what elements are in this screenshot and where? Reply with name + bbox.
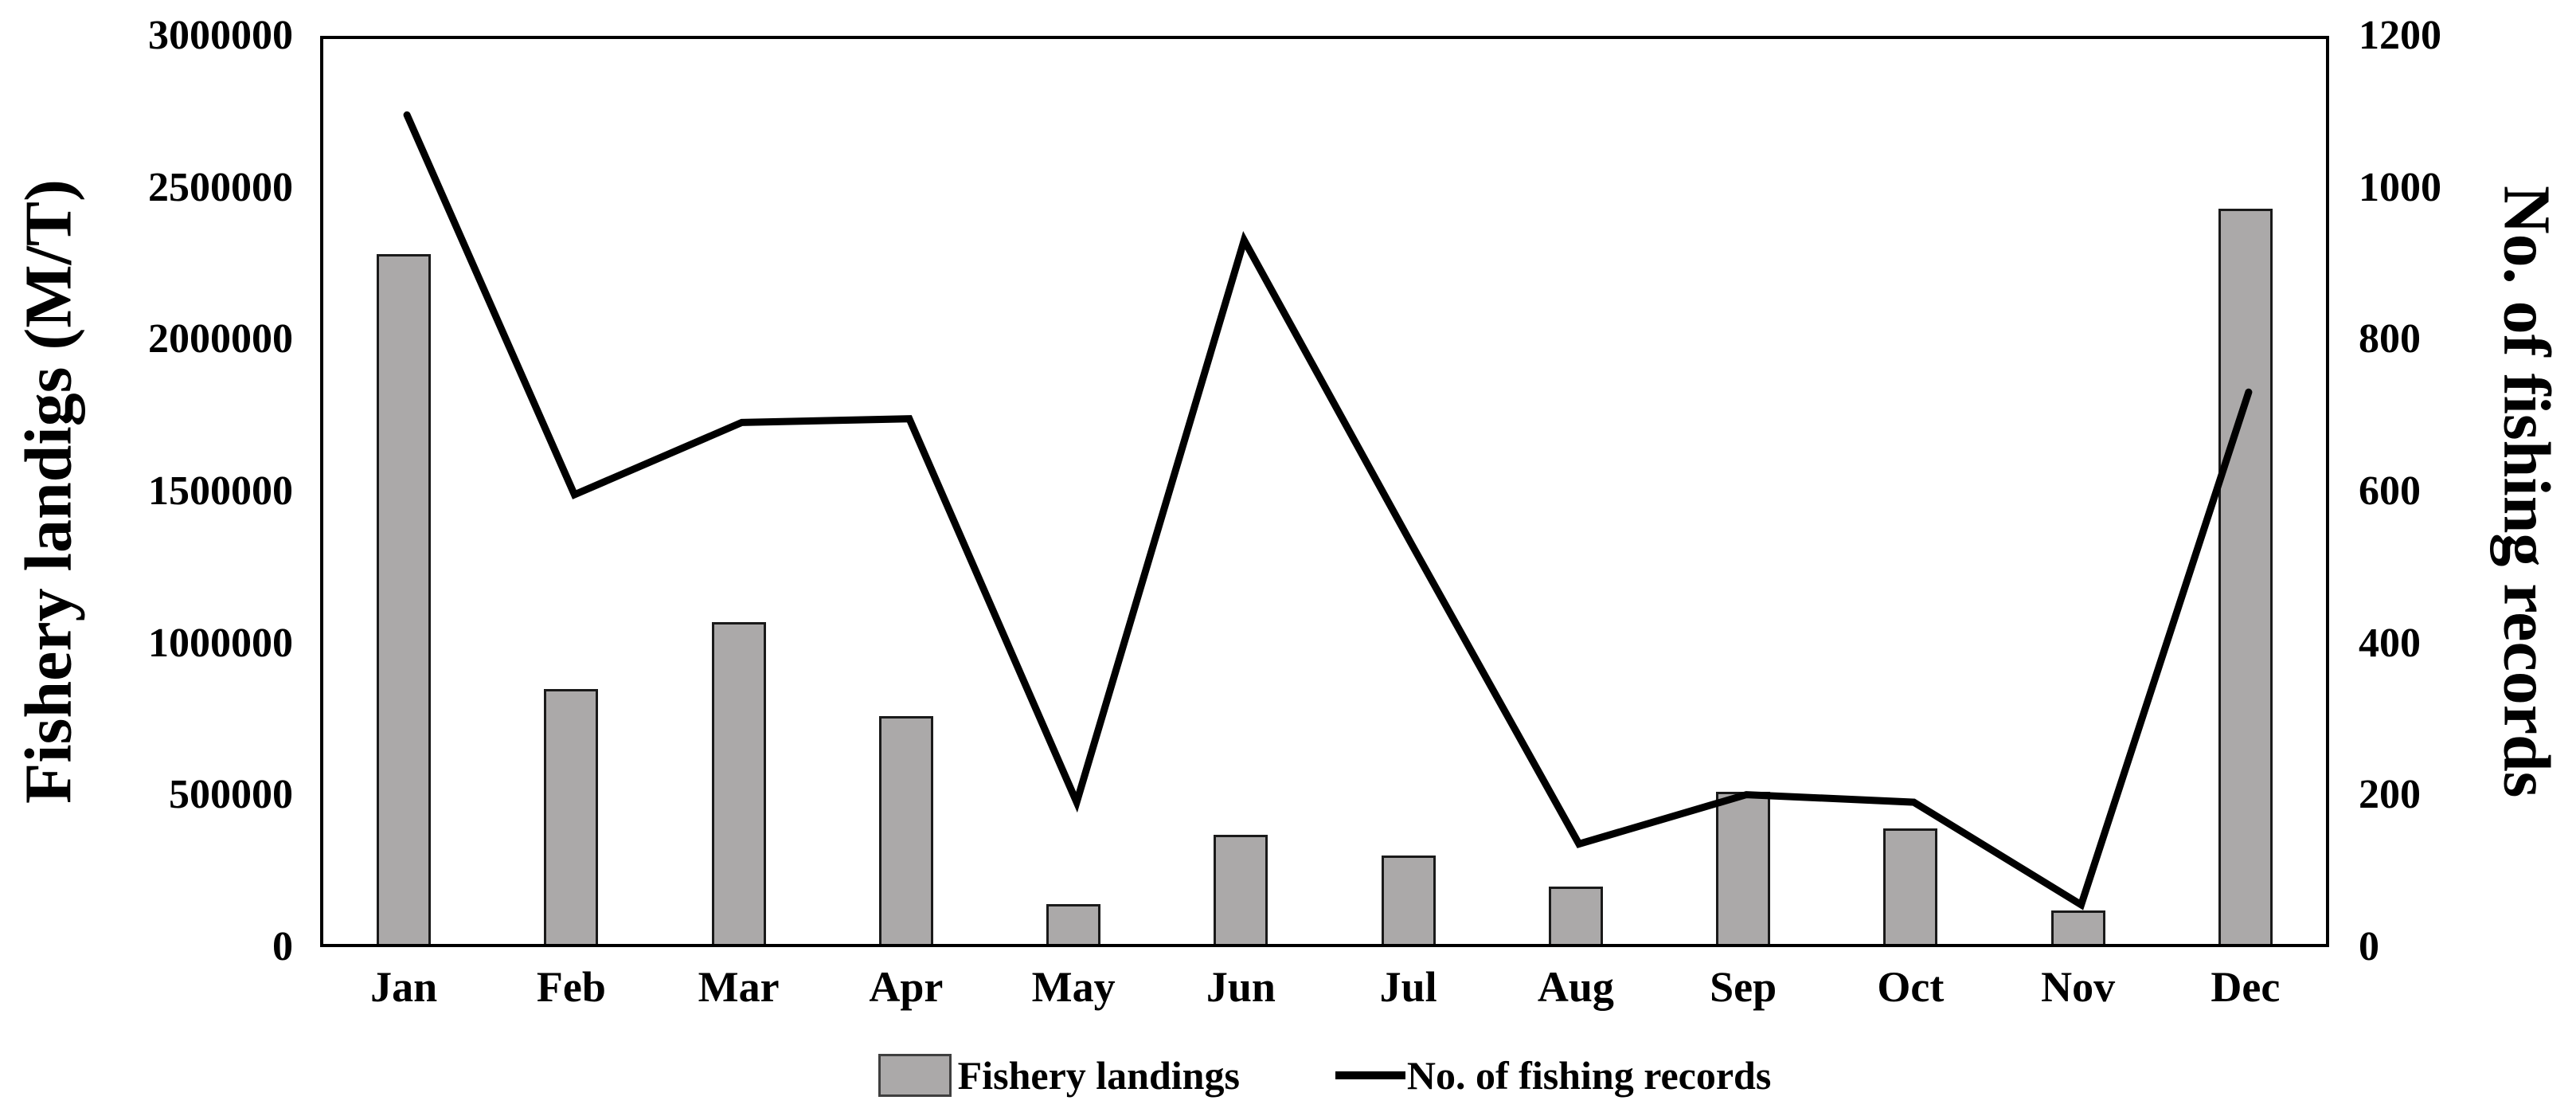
bar-oct — [1883, 828, 1938, 944]
y-left-tick: 3000000 — [148, 13, 293, 58]
y-right-tick: 1000 — [2359, 164, 2441, 210]
right-axis-title: No. of fishing records — [2489, 185, 2564, 798]
legend-label: No. of fishing records — [1406, 1053, 1772, 1098]
legend-item-fishery-landings: Fishery landings — [878, 1052, 1240, 1098]
bar-aug — [1548, 886, 1603, 944]
fishing-records-line — [403, 111, 2253, 910]
legend-label: Fishery landings — [957, 1053, 1240, 1098]
y-left-tick: 2000000 — [148, 316, 293, 362]
y-right-tick: 800 — [2359, 316, 2421, 362]
bar-may — [1046, 904, 1101, 944]
x-axis-label-dec: Dec — [2211, 963, 2281, 1011]
x-axis-label-apr: Apr — [869, 963, 944, 1011]
x-axis-label-jan: Jan — [370, 963, 438, 1011]
x-axis-label-may: May — [1031, 963, 1116, 1011]
x-axis-label-nov: Nov — [2041, 963, 2116, 1011]
x-axis-label-feb: Feb — [536, 963, 606, 1011]
bar-mar — [711, 621, 766, 944]
bar-jun — [1214, 834, 1268, 944]
bar-jul — [1381, 856, 1436, 944]
y-right-tick: 0 — [2359, 924, 2379, 969]
plot-area — [320, 36, 2329, 947]
y-right-tick: 600 — [2359, 468, 2421, 514]
bar-feb — [544, 688, 599, 944]
legend: Fishery landings No. of fishing records — [320, 1043, 2329, 1107]
y-left-tick: 2500000 — [148, 164, 293, 210]
y-right-tick: 1200 — [2359, 13, 2441, 58]
y-left-tick: 500000 — [169, 772, 293, 818]
bar-sep — [1716, 792, 1771, 944]
y-left-tick: 1500000 — [148, 468, 293, 514]
y-left-tick: 0 — [272, 924, 293, 969]
line-series-svg — [403, 111, 2253, 910]
y-right-tick: 200 — [2359, 772, 2421, 818]
x-axis-label-aug: Aug — [1537, 963, 1614, 1011]
legend-item-fishing-records: No. of fishing records — [1335, 1052, 1771, 1098]
bar-dec — [2218, 209, 2273, 944]
x-axis-label-jun: Jun — [1206, 963, 1276, 1011]
y-left-tick: 1000000 — [148, 620, 293, 666]
bar-nov — [2050, 910, 2105, 944]
x-axis-label-oct: Oct — [1877, 963, 1945, 1011]
x-axis-label-jul: Jul — [1379, 963, 1437, 1011]
line-dash-icon — [1335, 1071, 1405, 1079]
bar-swatch-icon — [878, 1054, 952, 1097]
x-axis-label-mar: Mar — [698, 963, 780, 1011]
y-right-tick: 400 — [2359, 620, 2421, 666]
x-axis-label-sep: Sep — [1710, 963, 1777, 1011]
bar-series-layer — [323, 39, 2326, 944]
bar-jan — [377, 254, 432, 944]
bar-apr — [878, 716, 933, 944]
